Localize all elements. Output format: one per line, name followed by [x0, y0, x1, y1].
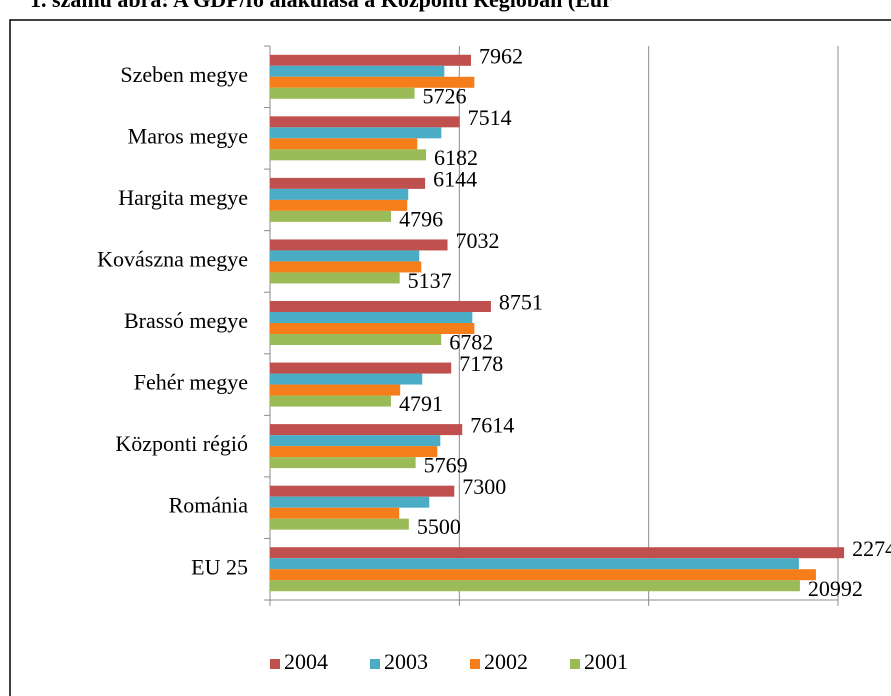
legend-swatch	[270, 659, 280, 669]
bar	[270, 558, 799, 570]
bar	[270, 457, 416, 469]
bar	[270, 485, 455, 497]
bar	[270, 54, 471, 66]
bar	[270, 127, 442, 139]
bar	[270, 384, 401, 396]
bar	[270, 373, 423, 385]
bar	[270, 138, 418, 150]
y-tick-label: Hargita megye	[118, 185, 248, 210]
bar	[270, 239, 448, 251]
data-label: 7962	[479, 43, 523, 68]
y-tick-label: Románia	[169, 493, 249, 518]
legend-label: 2004	[284, 649, 328, 674]
bar	[270, 395, 391, 407]
bar	[270, 547, 845, 559]
bar	[270, 272, 400, 284]
bar	[270, 177, 426, 189]
legend-swatch	[370, 659, 380, 669]
data-label: 5500	[417, 514, 461, 539]
legend-label: 2003	[384, 649, 428, 674]
data-label: 7614	[470, 413, 514, 438]
bar	[270, 435, 441, 447]
chart-border	[9, 19, 891, 696]
data-label: 6182	[434, 145, 478, 170]
bar	[270, 323, 475, 334]
bar	[270, 199, 408, 211]
bar	[270, 65, 445, 77]
bar	[270, 87, 415, 99]
data-label: 6782	[449, 330, 493, 355]
bar	[270, 188, 409, 200]
y-tick-label: Központi régió	[115, 431, 248, 456]
y-tick-label: Maros megye	[128, 123, 248, 148]
data-label: 7514	[468, 105, 512, 130]
legend-label: 2002	[484, 649, 528, 674]
data-label: 7300	[462, 474, 506, 499]
data-label: 5769	[424, 453, 468, 478]
bar	[270, 334, 442, 345]
bar	[270, 210, 392, 222]
bar	[270, 507, 400, 519]
bar	[270, 496, 430, 508]
bar	[270, 312, 473, 323]
data-label: 4796	[399, 206, 443, 231]
y-tick-label: Szeben megye	[120, 62, 248, 87]
bar	[270, 569, 816, 581]
data-label: 20992	[808, 576, 863, 601]
data-label: 5726	[423, 83, 467, 108]
bar	[270, 362, 452, 374]
bar	[270, 149, 427, 161]
data-label: 8751	[499, 290, 543, 315]
bar	[270, 424, 463, 436]
bar	[270, 261, 422, 273]
bar	[270, 250, 420, 262]
data-label: 5137	[408, 268, 452, 293]
data-label: 22741	[852, 536, 891, 561]
bar	[270, 518, 409, 530]
legend-label: 2001	[584, 649, 628, 674]
y-tick-label: Fehér megye	[134, 370, 248, 395]
legend-swatch	[470, 659, 480, 669]
bar	[270, 301, 491, 312]
y-tick-label: EU 25	[191, 554, 248, 579]
legend-swatch	[570, 659, 580, 669]
bar	[270, 580, 800, 592]
y-tick-label: Kovászna megye	[97, 246, 248, 271]
bar	[270, 76, 475, 88]
bar	[270, 116, 460, 128]
data-label: 7032	[456, 228, 500, 253]
y-tick-label: Brassó megye	[124, 308, 248, 333]
chart-title: 1. számú ábra: A GDP/fő alakulása a Közp…	[30, 0, 612, 12]
data-label: 7178	[459, 351, 503, 376]
data-label: 4791	[399, 391, 443, 416]
bar	[270, 446, 438, 458]
data-label: 6144	[433, 166, 477, 191]
